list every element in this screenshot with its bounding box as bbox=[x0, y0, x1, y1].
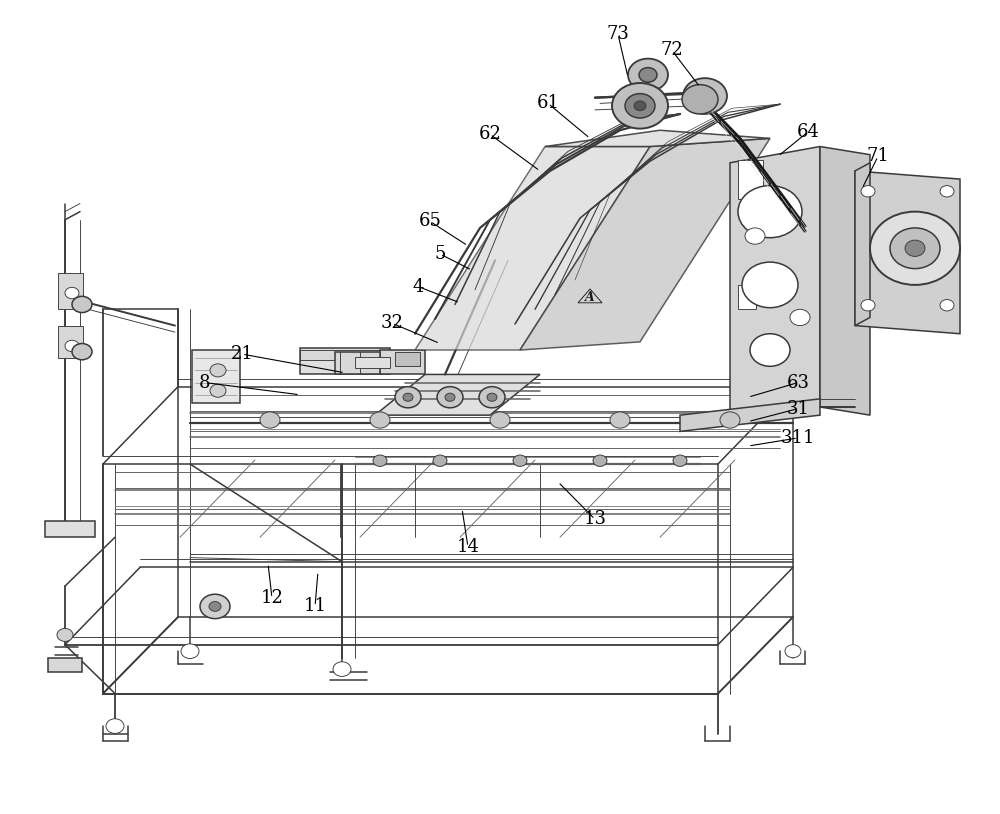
Circle shape bbox=[487, 393, 497, 401]
Polygon shape bbox=[855, 163, 870, 326]
Text: 11: 11 bbox=[304, 597, 326, 615]
Circle shape bbox=[639, 68, 657, 82]
Circle shape bbox=[612, 83, 668, 129]
Circle shape bbox=[861, 186, 875, 197]
Circle shape bbox=[750, 334, 790, 366]
Text: 65: 65 bbox=[419, 212, 441, 230]
Text: 32: 32 bbox=[381, 314, 403, 332]
Text: 62: 62 bbox=[479, 125, 501, 143]
Circle shape bbox=[333, 662, 351, 676]
Bar bbox=[738, 285, 756, 309]
Polygon shape bbox=[820, 147, 870, 415]
Circle shape bbox=[200, 594, 230, 619]
Circle shape bbox=[433, 455, 447, 466]
Circle shape bbox=[861, 300, 875, 311]
Text: 12: 12 bbox=[261, 589, 283, 607]
Polygon shape bbox=[48, 658, 82, 672]
Text: 64: 64 bbox=[797, 123, 819, 141]
Bar bbox=[300, 350, 390, 360]
Circle shape bbox=[65, 340, 79, 352]
Circle shape bbox=[181, 644, 199, 659]
Polygon shape bbox=[415, 147, 650, 350]
Circle shape bbox=[940, 186, 954, 197]
Circle shape bbox=[57, 628, 73, 641]
Text: A: A bbox=[585, 291, 595, 304]
Bar bbox=[58, 273, 83, 309]
Bar bbox=[300, 348, 390, 374]
Text: 14: 14 bbox=[457, 538, 479, 556]
Text: 61: 61 bbox=[536, 94, 560, 112]
Circle shape bbox=[940, 300, 954, 311]
Circle shape bbox=[785, 645, 801, 658]
Circle shape bbox=[72, 296, 92, 313]
Circle shape bbox=[742, 262, 798, 308]
Circle shape bbox=[738, 186, 802, 238]
Circle shape bbox=[210, 364, 226, 377]
Circle shape bbox=[72, 344, 92, 360]
Bar bbox=[192, 350, 240, 403]
Text: 71: 71 bbox=[867, 147, 889, 165]
Circle shape bbox=[720, 412, 740, 428]
Text: 63: 63 bbox=[786, 374, 810, 392]
Circle shape bbox=[437, 387, 463, 408]
Bar bbox=[58, 326, 83, 358]
Text: 21: 21 bbox=[231, 345, 253, 363]
Circle shape bbox=[625, 94, 655, 118]
Circle shape bbox=[65, 287, 79, 299]
Text: 72: 72 bbox=[661, 42, 683, 59]
Polygon shape bbox=[520, 138, 770, 350]
Text: 311: 311 bbox=[781, 429, 815, 447]
Bar bbox=[395, 352, 420, 366]
Circle shape bbox=[682, 85, 718, 114]
Circle shape bbox=[490, 412, 510, 428]
Bar bbox=[335, 352, 380, 374]
Circle shape bbox=[106, 719, 124, 733]
Circle shape bbox=[628, 59, 668, 91]
Polygon shape bbox=[730, 147, 820, 423]
Circle shape bbox=[745, 228, 765, 244]
Circle shape bbox=[513, 455, 527, 466]
Polygon shape bbox=[45, 521, 95, 537]
Circle shape bbox=[260, 412, 280, 428]
Circle shape bbox=[634, 101, 646, 111]
Text: 4: 4 bbox=[412, 278, 424, 295]
Circle shape bbox=[373, 455, 387, 466]
Circle shape bbox=[673, 455, 687, 466]
Circle shape bbox=[905, 240, 925, 256]
Circle shape bbox=[870, 212, 960, 285]
Text: 73: 73 bbox=[607, 25, 629, 43]
Circle shape bbox=[395, 387, 421, 408]
Circle shape bbox=[479, 387, 505, 408]
Bar bbox=[380, 350, 425, 374]
Polygon shape bbox=[680, 399, 820, 431]
Text: 31: 31 bbox=[786, 400, 810, 418]
Circle shape bbox=[610, 412, 630, 428]
Text: 5: 5 bbox=[434, 245, 446, 263]
Text: 13: 13 bbox=[584, 510, 606, 528]
Circle shape bbox=[403, 393, 413, 401]
Circle shape bbox=[695, 88, 715, 104]
Text: 8: 8 bbox=[199, 374, 211, 392]
Circle shape bbox=[683, 78, 727, 114]
Bar bbox=[738, 160, 763, 199]
Circle shape bbox=[593, 455, 607, 466]
Polygon shape bbox=[355, 357, 390, 368]
Circle shape bbox=[370, 412, 390, 428]
Circle shape bbox=[210, 384, 226, 397]
Circle shape bbox=[209, 602, 221, 611]
Polygon shape bbox=[855, 171, 960, 334]
Polygon shape bbox=[375, 374, 540, 415]
Circle shape bbox=[790, 309, 810, 326]
Circle shape bbox=[890, 228, 940, 269]
Polygon shape bbox=[545, 130, 770, 147]
Circle shape bbox=[445, 393, 455, 401]
